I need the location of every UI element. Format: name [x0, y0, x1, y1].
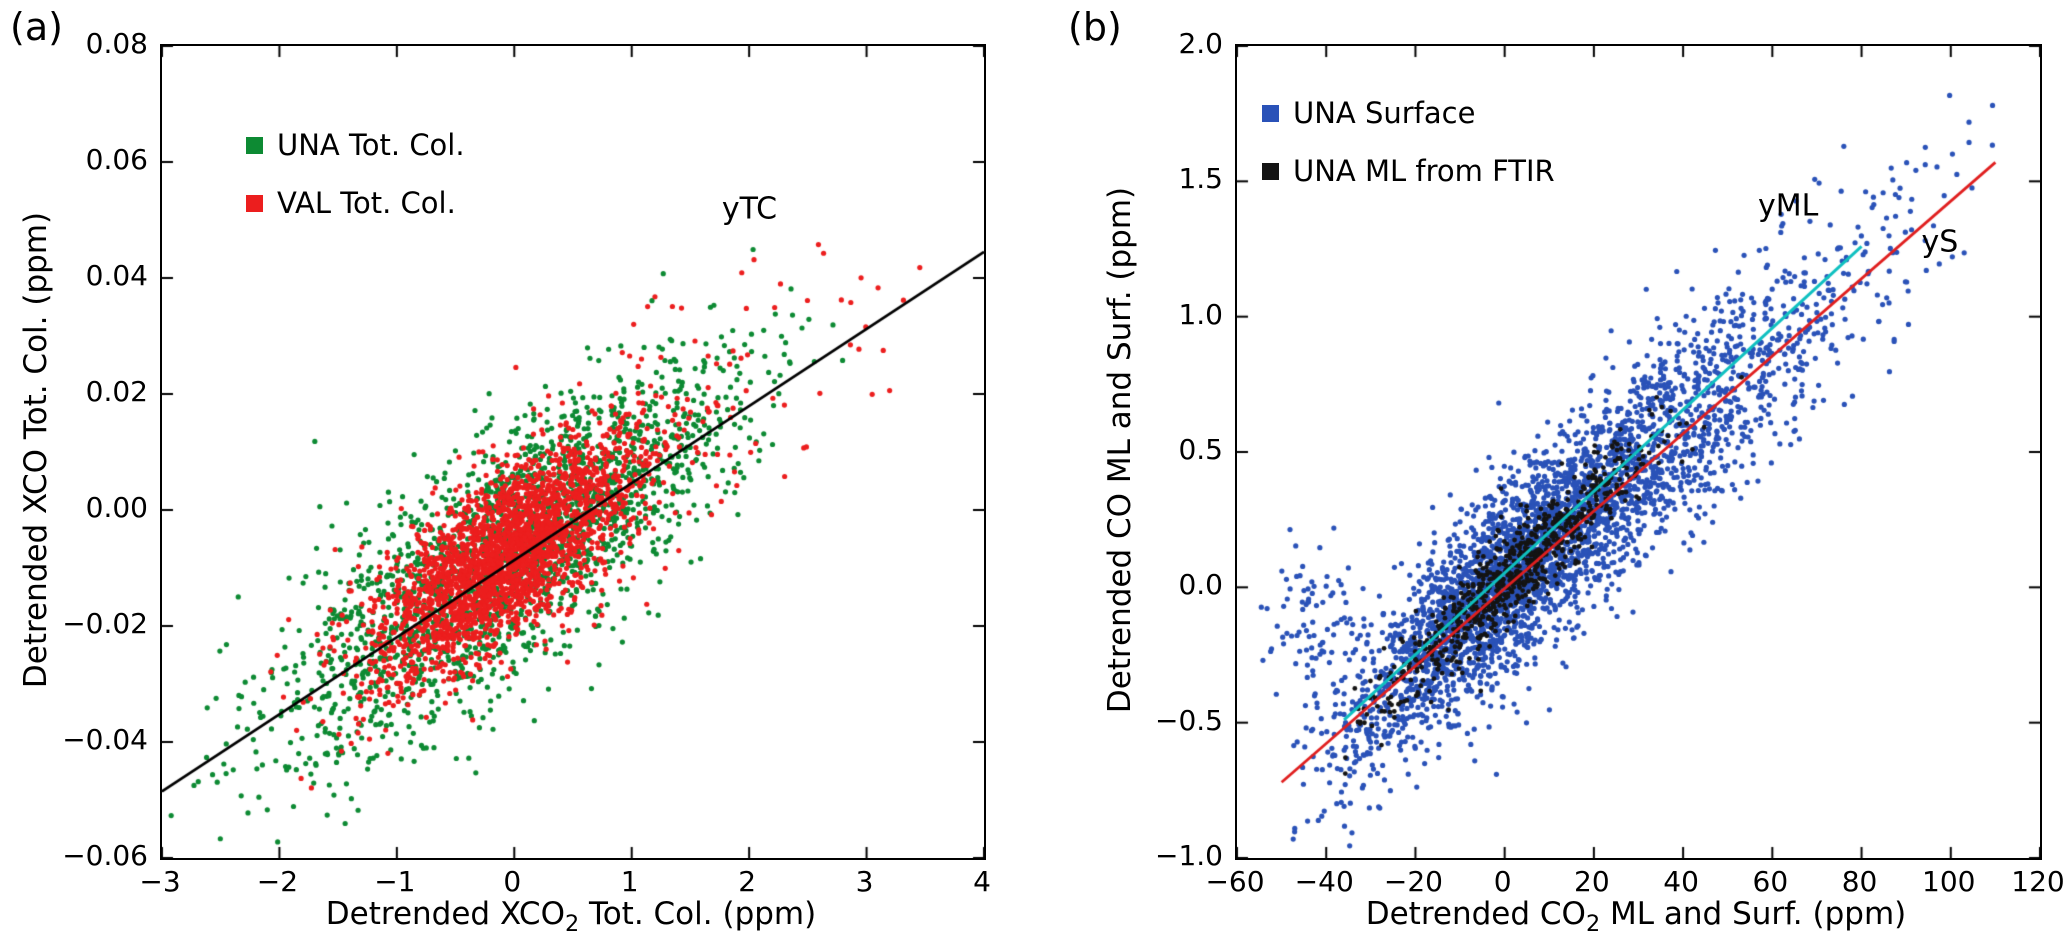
- x-tick-label: 80: [1841, 865, 1878, 898]
- legend-item-una-tot-col: UNA Tot. Col.: [246, 116, 465, 174]
- x-tick-label: 0: [503, 865, 522, 898]
- x-tick-label: −3: [139, 865, 181, 898]
- legend-label-una-surface: UNA Surface: [1293, 96, 1476, 130]
- y-tick-label: 0.00: [85, 491, 148, 524]
- y-tick-label: 0.5: [1178, 433, 1223, 466]
- x-tick-label: 2: [738, 865, 757, 898]
- fit-line-label-yML: yML: [1757, 188, 1819, 224]
- panel-a-scatter-canvas: [162, 46, 984, 858]
- fit-line-label-yTC: yTC: [721, 191, 778, 227]
- x-tick-label: −2: [256, 865, 299, 898]
- legend-label-una-ml-ftir: UNA ML from FTIR: [1293, 154, 1555, 188]
- y-tick-label: −0.04: [62, 723, 148, 756]
- x-tick-label: 20: [1574, 865, 1610, 898]
- legend-label-val-tot-col: VAL Tot. Col.: [277, 186, 456, 220]
- legend-item-val-tot-col: VAL Tot. Col.: [246, 174, 465, 232]
- x-tick-label: −40: [1294, 865, 1354, 898]
- x-tick-label: 60: [1752, 865, 1789, 898]
- x-tick-label: 0: [1493, 865, 1512, 898]
- x-axis-title-subscript: 2: [564, 911, 580, 938]
- x-axis-title-text: ML and Surf. (ppm): [1600, 896, 1907, 932]
- legend-label-una-tot-col: UNA Tot. Col.: [277, 128, 465, 162]
- panel-b-legend: UNA Surface UNA ML from FTIR: [1262, 84, 1555, 200]
- y-tick-label: 0.02: [85, 375, 148, 408]
- x-tick-label: 120: [2011, 865, 2065, 898]
- x-axis-title-subscript: 2: [1585, 911, 1601, 938]
- panel-a-x-axis-title: Detrended XCO2 Tot. Col. (ppm): [326, 896, 816, 937]
- panel-a-label: (a): [10, 5, 63, 49]
- legend-item-una-ml-ftir: UNA ML from FTIR: [1262, 142, 1555, 200]
- y-tick-label: −0.02: [62, 607, 148, 640]
- y-tick-label: −0.06: [62, 839, 148, 872]
- x-tick-label: 3: [855, 865, 874, 898]
- legend-marker-red-square: [246, 194, 263, 212]
- x-tick-label: −1: [374, 865, 416, 898]
- panel-b-plot-area: [1235, 44, 2042, 860]
- panel-b-scatter-canvas: [1237, 46, 2040, 858]
- y-tick-label: 0.04: [85, 259, 148, 292]
- panel-b-x-axis-title: Detrended CO2 ML and Surf. (ppm): [1366, 896, 1907, 937]
- legend-marker-black-square: [1262, 162, 1279, 180]
- legend-item-una-surface: UNA Surface: [1262, 84, 1555, 142]
- x-axis-title-text: Tot. Col. (ppm): [579, 896, 817, 932]
- x-tick-label: 4: [973, 865, 991, 898]
- x-axis-title-text: Detrended XCO: [325, 896, 565, 932]
- y-tick-label: 0.08: [85, 27, 148, 60]
- y-tick-label: 0.06: [85, 143, 148, 176]
- x-axis-title-text: Detrended CO: [1365, 896, 1586, 932]
- x-tick-label: 100: [1922, 865, 1976, 898]
- panel-b-label: (b): [1068, 5, 1122, 49]
- legend-marker-blue-square: [1262, 104, 1279, 122]
- y-tick-label: −1.0: [1155, 839, 1223, 872]
- panel-b-y-axis-title: Detrended CO ML and Surf. (ppm): [1102, 186, 1138, 714]
- legend-marker-green-square: [246, 136, 263, 154]
- panel-a-plot-area: [160, 44, 986, 860]
- x-tick-label: 40: [1663, 865, 1699, 898]
- y-tick-label: 1.0: [1178, 297, 1223, 331]
- x-tick-label: 1: [620, 865, 639, 898]
- panel-a-y-axis-title: Detrended XCO Tot. Col. (ppm): [18, 211, 54, 689]
- panel-a-legend: UNA Tot. Col. VAL Tot. Col.: [246, 116, 465, 232]
- y-tick-label: −0.5: [1155, 703, 1223, 737]
- fit-line-label-yS: yS: [1921, 224, 1959, 260]
- x-tick-label: −20: [1383, 865, 1443, 898]
- x-tick-label: −60: [1205, 865, 1265, 898]
- y-tick-label: 0.0: [1178, 568, 1223, 602]
- y-tick-label: 1.5: [1178, 162, 1223, 196]
- y-tick-label: 2.0: [1178, 27, 1223, 60]
